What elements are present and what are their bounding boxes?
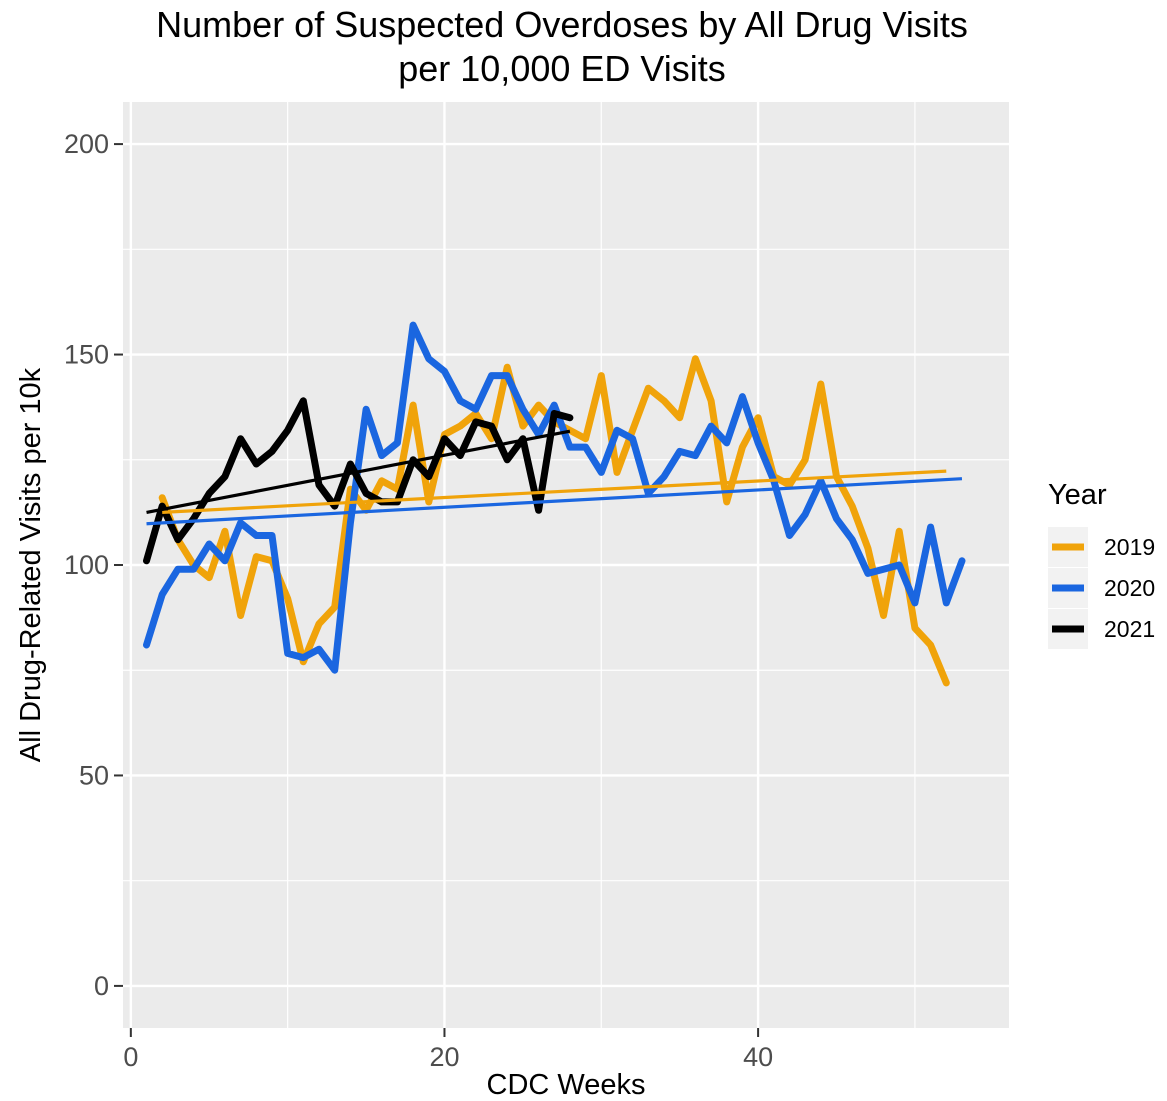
x-tick-label: 20	[429, 1042, 459, 1072]
y-axis-ticks: 0 50 100 150 200	[64, 129, 123, 1001]
legend-label-2020: 2020	[1104, 575, 1155, 601]
trend-line-2021	[146, 429, 571, 514]
y-tick-label: 200	[64, 129, 109, 159]
legend: Year 2019 2020 2021	[1048, 479, 1155, 649]
trend-layer	[146, 429, 963, 526]
legend-title: Year	[1048, 479, 1107, 511]
y-tick-label: 150	[64, 340, 109, 370]
x-tick-label: 0	[123, 1042, 138, 1072]
chart-title: Number of Suspected Overdoses by All Dru…	[156, 4, 968, 45]
trend-line-2020	[146, 477, 963, 526]
legend-label-2021: 2021	[1104, 616, 1155, 642]
trend-line-2019	[162, 469, 947, 514]
legend-items: 2019 2020 2021	[1048, 527, 1155, 649]
x-axis-title: CDC Weeks	[487, 1069, 646, 1101]
legend-label-2019: 2019	[1104, 534, 1155, 560]
chart-subtitle: per 10,000 ED Visits	[398, 48, 726, 89]
series-line-2021	[143, 397, 574, 565]
y-tick-label: 100	[64, 550, 109, 580]
series-layer	[143, 321, 966, 687]
y-tick-label: 0	[94, 971, 109, 1001]
y-tick-label: 50	[79, 760, 109, 790]
x-axis-ticks: 0 20 40	[123, 1028, 773, 1072]
series-line-2020	[143, 321, 966, 674]
y-axis-title: All Drug-Related Visits per 10k	[15, 367, 47, 762]
x-tick-label: 40	[743, 1042, 773, 1072]
